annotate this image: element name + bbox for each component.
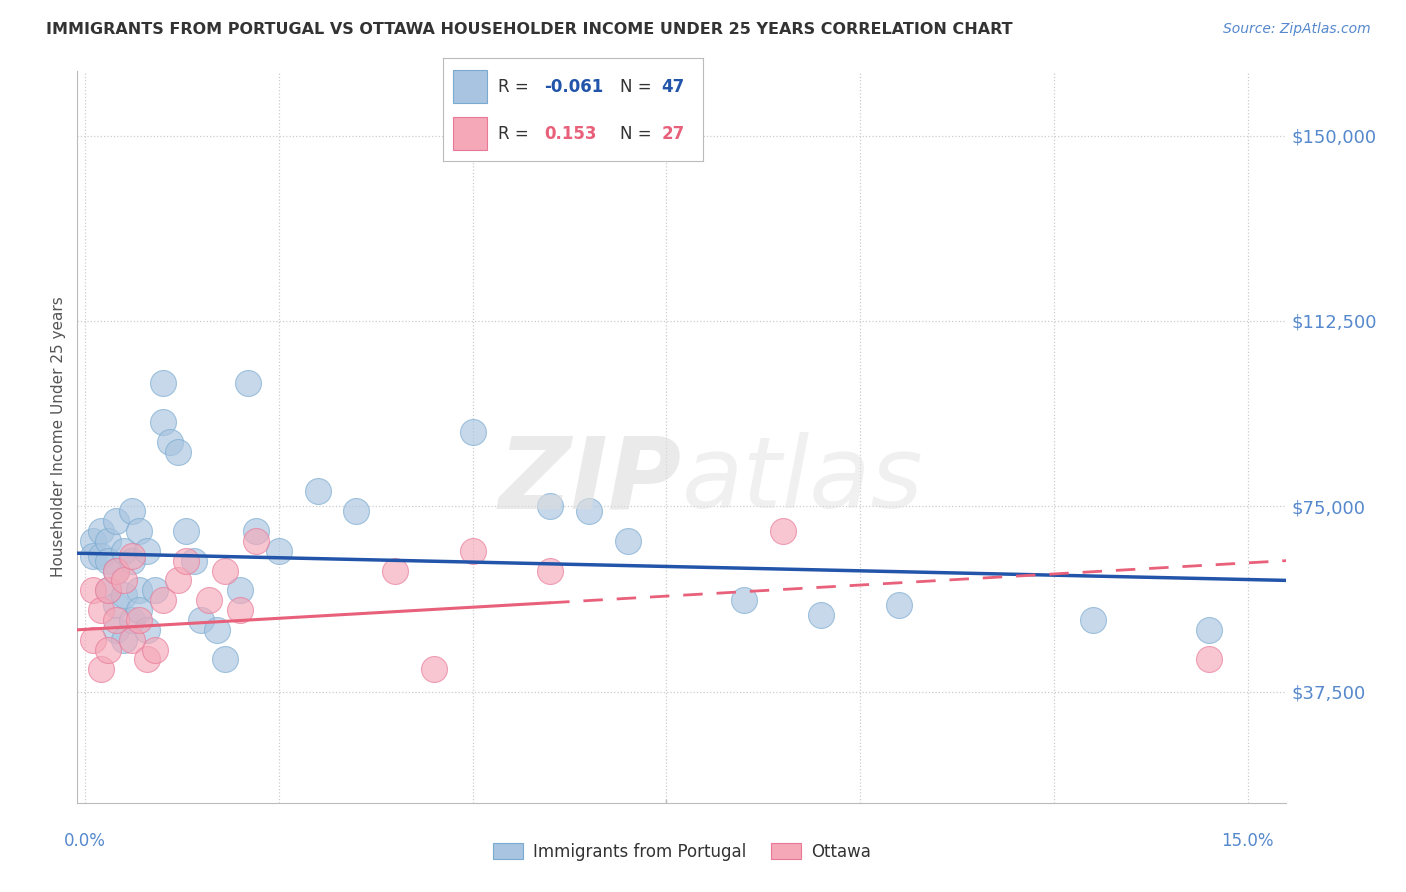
Text: 47: 47: [661, 78, 685, 95]
Point: [152, 376, 174, 390]
Point: [121, 504, 143, 518]
Point: [214, 652, 236, 666]
Point: [128, 613, 150, 627]
Point: [112, 574, 135, 588]
Point: [167, 445, 190, 459]
Point: [198, 593, 221, 607]
Point: [143, 642, 166, 657]
Point: [121, 554, 143, 568]
Point: [236, 376, 259, 390]
Point: [159, 435, 181, 450]
Point: [136, 652, 159, 666]
Point: [105, 598, 128, 612]
Point: [82, 632, 104, 647]
Bar: [453, 118, 486, 150]
Point: [105, 514, 128, 528]
Point: [461, 425, 484, 439]
Point: [112, 543, 135, 558]
Point: [121, 613, 143, 627]
Point: [97, 554, 120, 568]
Text: IMMIGRANTS FROM PORTUGAL VS OTTAWA HOUSEHOLDER INCOME UNDER 25 YEARS CORRELATION: IMMIGRANTS FROM PORTUGAL VS OTTAWA HOUSE…: [46, 22, 1012, 37]
Point: [190, 613, 212, 627]
Text: atlas: atlas: [682, 433, 924, 530]
Point: [136, 623, 159, 637]
Point: [205, 623, 228, 637]
Point: [105, 564, 128, 578]
Point: [143, 583, 166, 598]
Point: [174, 524, 197, 538]
Point: [538, 564, 561, 578]
Point: [128, 524, 150, 538]
Point: [174, 554, 197, 568]
Point: [90, 662, 112, 676]
Point: [461, 543, 484, 558]
Point: [245, 533, 267, 548]
Point: [384, 564, 406, 578]
Point: [344, 504, 367, 518]
Y-axis label: Householder Income Under 25 years: Householder Income Under 25 years: [51, 297, 66, 577]
Point: [136, 543, 159, 558]
Point: [887, 598, 910, 612]
Point: [105, 564, 128, 578]
Point: [105, 623, 128, 637]
Point: [229, 603, 252, 617]
Point: [90, 549, 112, 563]
Point: [152, 593, 174, 607]
Point: [214, 564, 236, 578]
Point: [121, 632, 143, 647]
Text: R =: R =: [498, 78, 533, 95]
Point: [112, 632, 135, 647]
Text: Source: ZipAtlas.com: Source: ZipAtlas.com: [1223, 22, 1371, 37]
Point: [772, 524, 794, 538]
Text: ZIP: ZIP: [499, 433, 682, 530]
Point: [97, 583, 120, 598]
Point: [1198, 623, 1220, 637]
Point: [538, 500, 561, 514]
Point: [307, 484, 329, 499]
Point: [167, 574, 190, 588]
Point: [267, 543, 290, 558]
Point: [82, 549, 104, 563]
Point: [97, 583, 120, 598]
Point: [90, 524, 112, 538]
Point: [82, 583, 104, 598]
Point: [90, 603, 112, 617]
Point: [245, 524, 267, 538]
Text: N =: N =: [620, 78, 657, 95]
Text: -0.061: -0.061: [544, 78, 603, 95]
Point: [810, 607, 832, 622]
Text: R =: R =: [498, 125, 533, 143]
Point: [128, 583, 150, 598]
Point: [616, 533, 638, 548]
Legend: Immigrants from Portugal, Ottawa: Immigrants from Portugal, Ottawa: [486, 837, 877, 868]
Point: [97, 642, 120, 657]
Point: [82, 533, 104, 548]
Point: [578, 504, 600, 518]
Point: [1198, 652, 1220, 666]
Text: N =: N =: [620, 125, 657, 143]
Point: [423, 662, 446, 676]
Point: [733, 593, 755, 607]
Point: [1081, 613, 1104, 627]
Point: [121, 549, 143, 563]
Point: [105, 613, 128, 627]
Point: [128, 603, 150, 617]
Point: [183, 554, 205, 568]
Point: [229, 583, 252, 598]
Bar: [453, 70, 486, 103]
Point: [97, 533, 120, 548]
Text: 0.0%: 0.0%: [65, 832, 105, 850]
Point: [112, 588, 135, 602]
Point: [152, 415, 174, 429]
Text: 27: 27: [661, 125, 685, 143]
Text: 15.0%: 15.0%: [1222, 832, 1274, 850]
Text: 0.153: 0.153: [544, 125, 596, 143]
